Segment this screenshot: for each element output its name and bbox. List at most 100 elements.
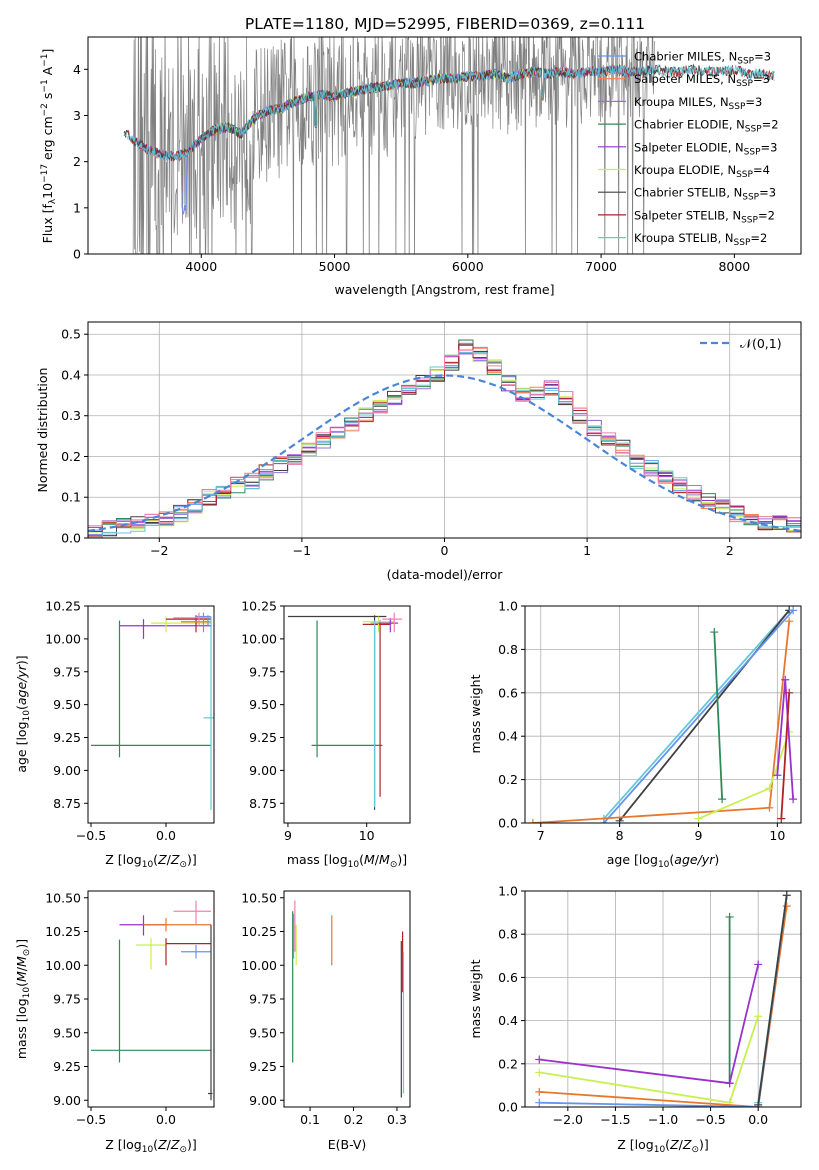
mass-weight-point <box>773 771 782 780</box>
mass-weight-line <box>776 679 794 800</box>
x-tick-label: 0.0 <box>156 828 176 843</box>
mass-weight-line <box>603 609 794 823</box>
x-axis-label: E(B-V) <box>328 1137 367 1152</box>
mass-weight-point <box>718 795 727 804</box>
plot-area <box>123 37 775 254</box>
x-tick-label: 9 <box>695 828 703 843</box>
legend-label: Salpeter ELODIE, NSSP=3 <box>634 140 777 157</box>
mass-weight-point <box>725 1079 734 1088</box>
y-tick-label: 0.2 <box>61 449 81 464</box>
y-tick-label: 0 <box>73 247 81 262</box>
figure-title: PLATE=1180, MJD=52995, FIBERID=0369, z=0… <box>245 15 645 33</box>
mass-weight-point <box>785 688 794 697</box>
x-tick-label: 0.1 <box>300 1112 320 1127</box>
x-axis-label: Z [log10(Z/Z⊙)] <box>105 852 197 870</box>
legend-label: Chabrier MILES, NSSP=3 <box>634 50 771 67</box>
mass-weight-line <box>618 609 790 822</box>
y-tick-label: 10.00 <box>45 958 81 973</box>
mass-weight-point <box>528 819 537 823</box>
plot-area <box>525 606 801 823</box>
plot-area <box>287 612 403 810</box>
x-axis-label: Z [log10(Z/Z⊙)] <box>617 1137 709 1155</box>
y-tick-label: 3 <box>73 108 81 123</box>
x-tick-label: 9 <box>284 828 292 843</box>
y-tick-label: 0.1 <box>61 490 81 505</box>
panel-residuals: −2 −1 0 1 2 0.0 0.1 0.2 0.3 0.4 0.5 (data-model)/er… <box>35 321 802 582</box>
x-tick-label: 0.0 <box>748 1112 768 1127</box>
y-tick-label: 9.25 <box>249 730 277 745</box>
x-tick-label: 6000 <box>452 259 484 274</box>
mass-weight-point <box>765 803 774 812</box>
y-tick-label: 9.00 <box>53 1093 81 1108</box>
y-axis-label: age [log10(age/yr)] <box>14 655 32 772</box>
legend-label: Salpeter STELIB, NSSP=2 <box>634 208 775 225</box>
legend-label: Kroupa ELODIE, NSSP=4 <box>634 163 770 180</box>
y-tick-label: 9.00 <box>249 1093 277 1108</box>
y-tick-label: 0.8 <box>498 642 518 657</box>
x-axis-label: wavelength [Angstrom, rest frame] <box>334 282 554 297</box>
x-tick-label: 4000 <box>185 259 217 274</box>
y-tick-label: 1.0 <box>498 599 518 614</box>
y-tick-label: 9.75 <box>53 992 81 1007</box>
panel-massweight_vs_Z: −2.0 −1.5 −1.0 −0.5 0.0 0.0 0.2 0.4 0.6 0.8 1.0 Z [… <box>468 884 802 1155</box>
panel-massweight_vs_age: 7 8 9 10 0.0 0.2 0.4 0.6 0.8 1.0 age [log10(age/yr… <box>468 599 802 870</box>
x-tick-label: 0.0 <box>156 1112 176 1127</box>
mass-weight-point <box>754 1012 763 1021</box>
axes-frame <box>87 890 215 1108</box>
y-tick-label: 10.00 <box>45 631 81 646</box>
y-tick-label: 9.50 <box>249 1025 277 1040</box>
y-tick-label: 4 <box>73 62 81 77</box>
y-tick-label: 0.0 <box>498 816 518 831</box>
mass-weight-point <box>785 617 794 626</box>
x-axis-label: Z [log10(Z/Z⊙)] <box>105 1137 197 1155</box>
x-axis-label: mass [log10(M/M⊙)] <box>287 852 407 870</box>
y-tick-label: 9.25 <box>53 1059 81 1074</box>
y-tick-label: 9.00 <box>53 763 81 778</box>
y-tick-label: 0.0 <box>61 531 81 546</box>
mass-weight-point <box>789 795 798 804</box>
y-tick-label: 10.25 <box>45 599 81 614</box>
axes-frame <box>283 605 411 824</box>
y-tick-label: 1 <box>73 200 81 215</box>
y-tick-label: 0.5 <box>61 327 81 342</box>
mass-weight-point <box>725 912 734 921</box>
y-tick-label: 0.2 <box>498 1056 518 1071</box>
mass-weight-point <box>782 902 791 911</box>
mass-weight-point <box>765 784 774 793</box>
mass-weight-line <box>713 631 723 800</box>
x-tick-label: −0.5 <box>76 828 106 843</box>
mass-weight-line <box>780 692 791 819</box>
y-tick-label: 0.6 <box>498 685 518 700</box>
y-tick-label: 10.50 <box>241 890 277 905</box>
x-tick-label: 2 <box>726 543 734 558</box>
mass-weight-point <box>754 1100 763 1107</box>
mass-weight-point <box>754 960 763 969</box>
y-tick-label: 9.50 <box>249 697 277 712</box>
y-tick-label: 9.75 <box>53 664 81 679</box>
mass-weight-line <box>539 964 760 1085</box>
plot-area <box>88 322 801 538</box>
y-tick-label: 10.00 <box>241 958 277 973</box>
y-tick-label: 9.25 <box>53 730 81 745</box>
y-tick-label: 10.00 <box>241 631 277 646</box>
x-tick-label: 0 <box>441 543 449 558</box>
y-tick-label: 9.75 <box>249 992 277 1007</box>
y-tick-label: 8.75 <box>249 796 277 811</box>
y-tick-label: 1.0 <box>498 884 518 899</box>
y-axis-label: mass [log10(M/M⊙)] <box>14 939 32 1059</box>
normal-pdf-curve <box>88 374 801 532</box>
panel-mass_vs_EBV: 0.1 0.2 0.3 9.00 9.25 9.50 9.75 10.00 10.25 10.50… <box>241 890 411 1152</box>
legend-label: Chabrier ELODIE, NSSP=2 <box>634 118 779 135</box>
y-tick-label: 0.2 <box>498 772 518 787</box>
x-tick-label: 8 <box>616 828 624 843</box>
residual-histogram-pink <box>88 349 801 527</box>
mass-weight-line <box>532 621 791 823</box>
y-tick-label: 0.4 <box>498 1013 518 1028</box>
y-tick-label: 0.0 <box>498 1100 518 1115</box>
plot-area <box>292 900 405 1098</box>
x-tick-label: −0.5 <box>76 1112 106 1127</box>
panel-mass_vs_Z: −0.5 0.0 9.00 9.25 9.50 9.75 10.00 10.25 10.50 Z … <box>14 890 215 1155</box>
mass-weight-line <box>603 609 790 820</box>
axes-frame <box>87 605 215 824</box>
x-tick-label: 5000 <box>319 259 351 274</box>
